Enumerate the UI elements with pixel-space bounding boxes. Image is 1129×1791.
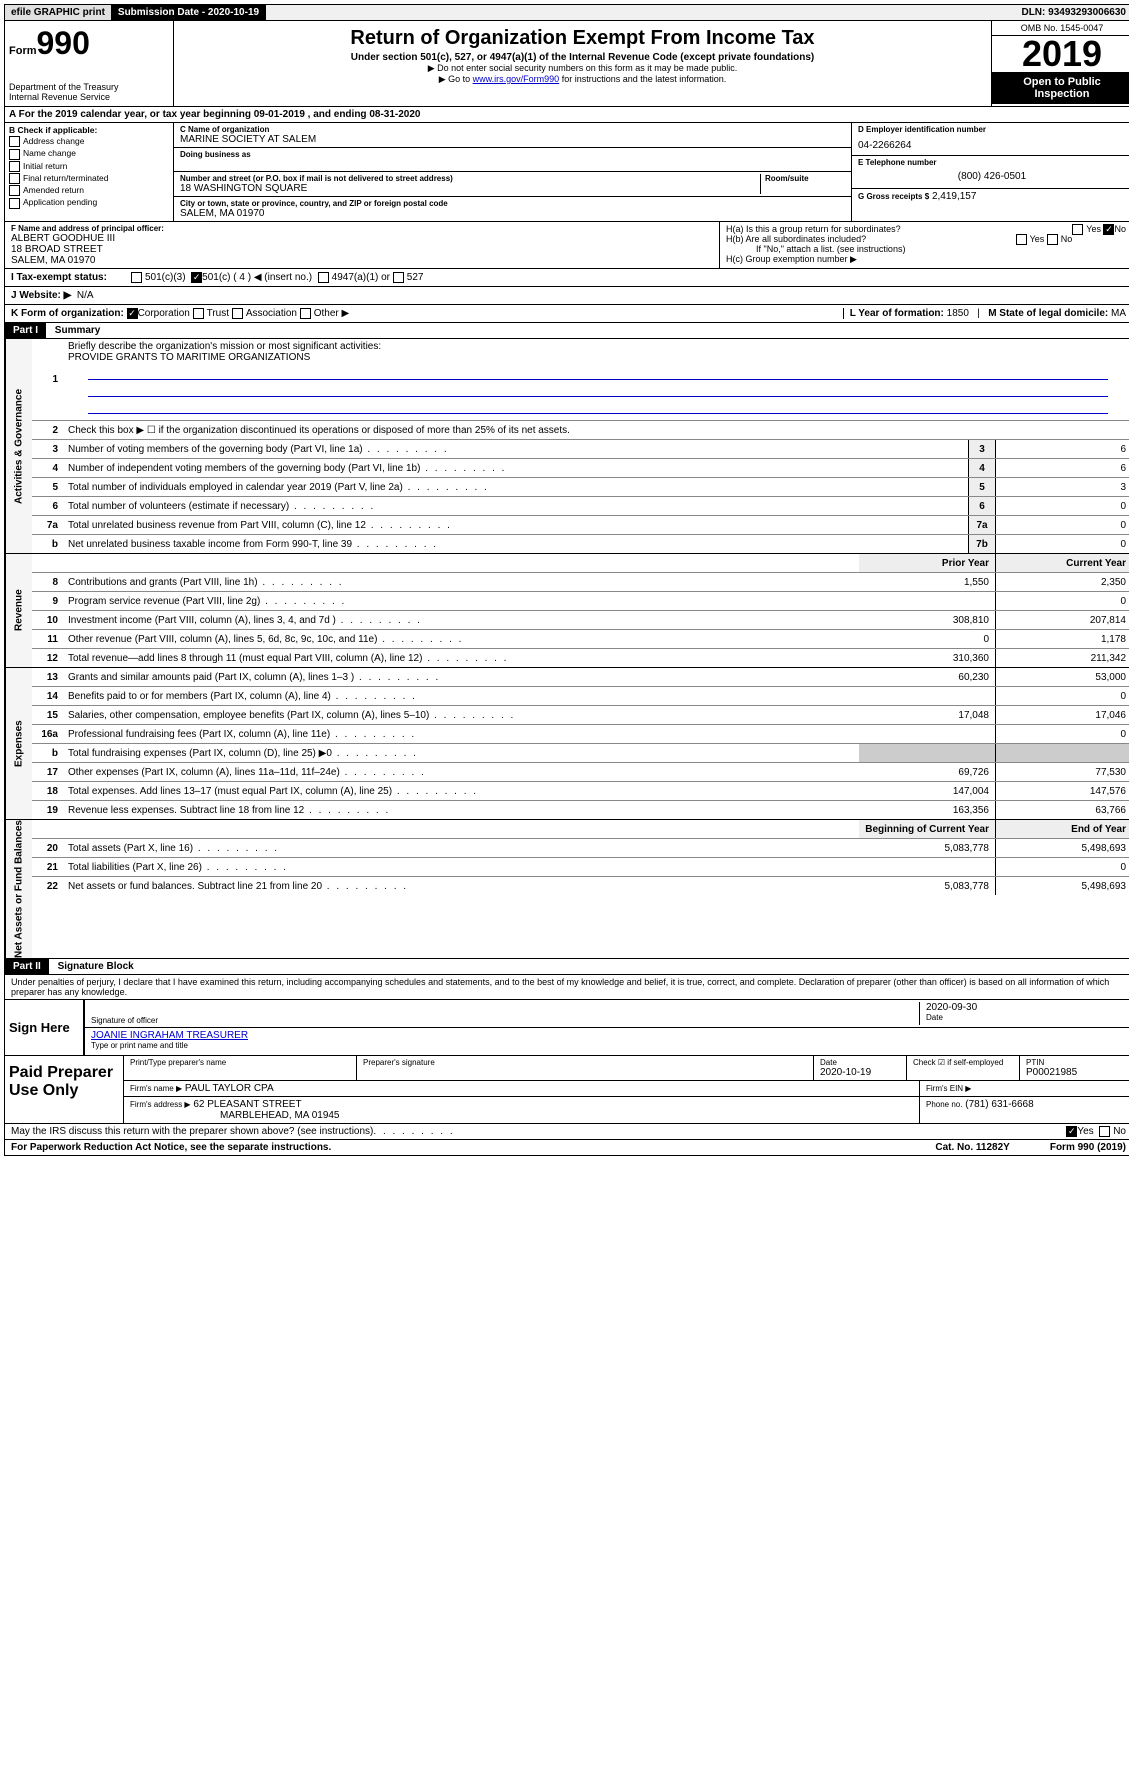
officer-name: ALBERT GOODHUE III (11, 233, 713, 244)
part1-header: Part I (5, 323, 46, 338)
summary-line: 21Total liabilities (Part X, line 26)0 (32, 858, 1129, 877)
tax-year: 2019 (992, 36, 1129, 72)
irs-label: Internal Revenue Service (9, 92, 169, 102)
org-name: MARINE SOCIETY AT SALEM (180, 134, 845, 145)
summary-line: bNet unrelated business taxable income f… (32, 535, 1129, 553)
top-bar: efile GRAPHIC print Submission Date - 20… (4, 4, 1129, 21)
open-public: Open to Public Inspection (992, 72, 1129, 104)
sign-date: 2020-09-30 (926, 1002, 1126, 1013)
summary-line: 13Grants and similar amounts paid (Part … (32, 668, 1129, 687)
perjury-text: Under penalties of perjury, I declare th… (4, 975, 1129, 1000)
checkbox-option[interactable]: Address change (9, 136, 169, 147)
officer-street: 18 BROAD STREET (11, 244, 713, 255)
website-value: N/A (77, 290, 94, 301)
dba-label: Doing business as (180, 150, 845, 159)
submission-date: Submission Date - 2020-10-19 (112, 5, 266, 20)
checkbox-option[interactable]: Amended return (9, 185, 169, 196)
form-subtitle: Under section 501(c), 527, or 4947(a)(1)… (184, 52, 981, 63)
summary-line: 16aProfessional fundraising fees (Part I… (32, 725, 1129, 744)
h-note: If "No," attach a list. (see instruction… (726, 244, 1126, 254)
room-label: Room/suite (765, 174, 845, 183)
discuss-row: May the IRS discuss this return with the… (4, 1124, 1129, 1140)
gross-label: G Gross receipts $ (858, 192, 929, 201)
city-label: City or town, state or province, country… (180, 199, 845, 208)
addr-label: Number and street (or P.O. box if mail i… (180, 174, 760, 183)
dln: DLN: 93493293006630 (1015, 5, 1129, 20)
part1-title: Summary (49, 323, 107, 338)
side-revenue: Revenue (5, 554, 32, 667)
sign-block: Sign Here Signature of officer 2020-09-3… (4, 1000, 1129, 1056)
pra-notice: For Paperwork Reduction Act Notice, see … (11, 1142, 331, 1153)
mission-text: PROVIDE GRANTS TO MARITIME ORGANIZATIONS (68, 352, 310, 363)
paid-preparer-block: Paid Preparer Use Only Print/Type prepar… (4, 1056, 1129, 1124)
phone-value: (800) 426-0501 (858, 171, 1126, 182)
hb-row: H(b) Are all subordinates included? Yes … (726, 234, 1126, 244)
summary-line: 20Total assets (Part X, line 16)5,083,77… (32, 839, 1129, 858)
officer-label: F Name and address of principal officer: (11, 224, 713, 233)
gross-value: 2,419,157 (932, 191, 977, 202)
irs-link[interactable]: www.irs.gov/Form990 (473, 74, 560, 84)
city-state-zip: SALEM, MA 01970 (180, 208, 845, 219)
summary-line: 14Benefits paid to or for members (Part … (32, 687, 1129, 706)
ssn-note: ▶ Do not enter social security numbers o… (184, 63, 981, 74)
name-label: C Name of organization (180, 125, 845, 134)
ha-row: H(a) Is this a group return for subordin… (726, 224, 1126, 234)
summary-line: 5Total number of individuals employed in… (32, 478, 1129, 497)
officer-signature-name: JOANIE INGRAHAM TREASURER (91, 1030, 248, 1041)
dept-treasury: Department of the Treasury (9, 82, 169, 92)
summary-line: 17Other expenses (Part IX, column (A), l… (32, 763, 1129, 782)
form-number: Form990 (9, 25, 169, 62)
summary-line: 11Other revenue (Part VIII, column (A), … (32, 630, 1129, 649)
officer-city: SALEM, MA 01970 (11, 255, 713, 266)
k-org-row: K Form of organization: ✓ Corporation Tr… (4, 305, 1129, 323)
row-fgh: F Name and address of principal officer:… (4, 222, 1129, 269)
part2-title: Signature Block (52, 959, 140, 974)
ein-label: D Employer identification number (858, 125, 1126, 134)
website-row: J Website: ▶ N/A (4, 287, 1129, 305)
goto-note: ▶ Go to www.irs.gov/Form990 for instruct… (184, 74, 981, 85)
phone-label: E Telephone number (858, 158, 1126, 167)
section-a: A For the 2019 calendar year, or tax yea… (4, 107, 1129, 123)
ein-value: 04-2266264 (858, 140, 1126, 151)
efile-label[interactable]: efile GRAPHIC print (5, 5, 112, 20)
summary-line: bTotal fundraising expenses (Part IX, co… (32, 744, 1129, 763)
summary-line: 18Total expenses. Add lines 13–17 (must … (32, 782, 1129, 801)
summary-line: 10Investment income (Part VIII, column (… (32, 611, 1129, 630)
side-netassets: Net Assets or Fund Balances (5, 820, 32, 958)
summary-line: 4Number of independent voting members of… (32, 459, 1129, 478)
form-footer: Form 990 (2019) (1050, 1142, 1126, 1153)
summary-line: 22Net assets or fund balances. Subtract … (32, 877, 1129, 895)
501c4-checked[interactable]: ✓ (191, 272, 202, 283)
side-expenses: Expenses (5, 668, 32, 819)
street-address: 18 WASHINGTON SQUARE (180, 183, 760, 194)
summary-line: 7aTotal unrelated business revenue from … (32, 516, 1129, 535)
checkbox-option[interactable]: Initial return (9, 161, 169, 172)
summary-line: 12Total revenue—add lines 8 through 11 (… (32, 649, 1129, 667)
checkbox-option[interactable]: Application pending (9, 197, 169, 208)
summary-line: 3Number of voting members of the governi… (32, 440, 1129, 459)
summary-line: 15Salaries, other compensation, employee… (32, 706, 1129, 725)
checkbox-option[interactable]: Name change (9, 148, 169, 159)
summary-line: 9Program service revenue (Part VIII, lin… (32, 592, 1129, 611)
form-header: Form990 Department of the Treasury Inter… (4, 21, 1129, 107)
summary-line: 8Contributions and grants (Part VIII, li… (32, 573, 1129, 592)
checkbox-option[interactable]: Final return/terminated (9, 173, 169, 184)
summary-line: 6Total number of volunteers (estimate if… (32, 497, 1129, 516)
box-b: B Check if applicable: Address changeNam… (5, 123, 174, 221)
cat-no: Cat. No. 11282Y (935, 1142, 1009, 1153)
form-title: Return of Organization Exempt From Incom… (184, 27, 981, 50)
part2-header: Part II (5, 959, 49, 974)
summary-line: 19Revenue less expenses. Subtract line 1… (32, 801, 1129, 819)
tax-status-row: I Tax-exempt status: 501(c)(3) ✓ 501(c) … (4, 269, 1129, 287)
hc-row: H(c) Group exemption number ▶ (726, 254, 1126, 265)
entity-block: B Check if applicable: Address changeNam… (4, 123, 1129, 222)
side-governance: Activities & Governance (5, 339, 32, 553)
